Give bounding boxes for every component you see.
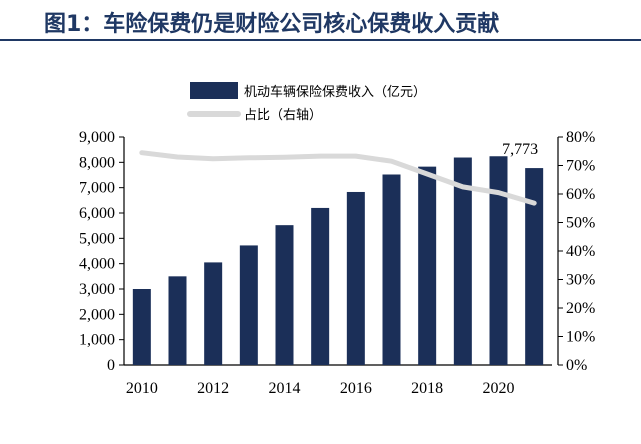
bar-2010	[132, 289, 151, 365]
x-axis-tick-label: 2020	[483, 380, 515, 397]
bar-2016	[346, 191, 365, 365]
x-axis-tick-label: 2018	[411, 380, 443, 397]
x-axis-tick-label: 2014	[269, 380, 301, 397]
left-axis-tick-label: 7,000	[79, 180, 115, 197]
legend-line-label: 占比（右轴）	[244, 108, 322, 123]
bar-2018	[418, 166, 437, 365]
left-axis-tick-label: 9,000	[79, 129, 115, 146]
bar-2017	[382, 174, 401, 365]
bar-2015	[311, 207, 330, 365]
right-axis-tick-label: 10%	[566, 329, 595, 346]
x-axis-tick-label: 2010	[126, 380, 158, 397]
right-axis-tick-label: 60%	[566, 186, 595, 203]
right-axis-tick-label: 0%	[566, 357, 587, 374]
right-axis-tick-label: 50%	[566, 215, 595, 232]
bar-2013	[239, 245, 258, 365]
left-axis-tick-label: 2,000	[79, 306, 115, 323]
bar-2014	[275, 225, 294, 365]
legend-bar-label: 机动车辆保险保费收入（亿元）	[244, 84, 426, 100]
legend: 机动车辆保险保费收入（亿元） 占比（右轴）	[187, 82, 426, 123]
left-axis-tick-label: 1,000	[79, 332, 115, 349]
left-axis-tick-label: 3,000	[79, 281, 115, 298]
bar-2021	[525, 168, 544, 365]
right-axis-tick-label: 70%	[566, 158, 595, 175]
bar-2012	[204, 262, 223, 365]
title-underline	[0, 39, 641, 41]
right-axis-tick-label: 40%	[566, 243, 595, 260]
share-line	[139, 150, 537, 206]
right-axis-tick-label: 80%	[566, 129, 595, 146]
left-axis-tick-label: 5,000	[79, 230, 115, 247]
left-axis-tick-label: 6,000	[79, 205, 115, 222]
x-axis-tick-label: 2016	[340, 380, 372, 397]
bar-2019	[453, 157, 472, 365]
legend-bar-swatch	[190, 82, 238, 99]
right-axis-tick-label: 30%	[566, 272, 595, 289]
left-axis-tick-label: 4,000	[79, 256, 115, 273]
title-bar: 图1：车险保费仍是财险公司核心保费收入贡献	[0, 0, 641, 41]
bar-2011	[168, 276, 187, 365]
bar-2020	[489, 156, 508, 365]
left-axis-tick-label: 8,000	[79, 154, 115, 171]
value-annotation: 7,773	[502, 141, 538, 158]
left-axis-tick-label: 0	[107, 357, 115, 374]
figure-title: 图1：车险保费仍是财险公司核心保费收入贡献	[44, 12, 500, 37]
plot-area: 0 1,000 2,000 3,000 4,000 5,000 6,000 7,000 8,00…	[79, 129, 595, 397]
x-axis-tick-label: 2012	[197, 380, 229, 397]
right-axis-tick-label: 20%	[566, 300, 595, 317]
